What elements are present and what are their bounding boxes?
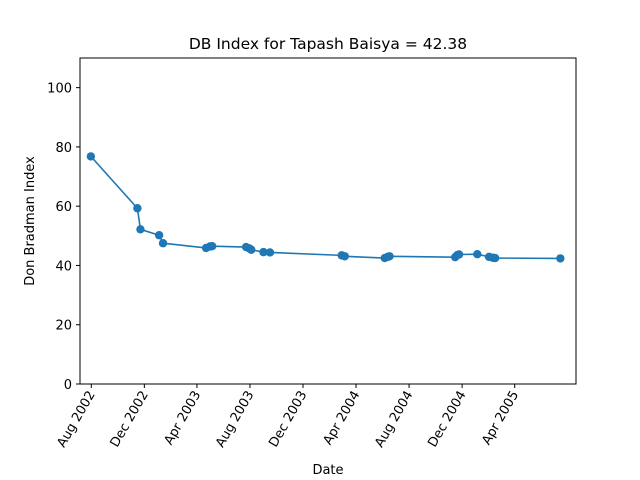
x-tick-label: Aug 2003 — [213, 389, 257, 451]
x-tick-label: Dec 2004 — [425, 389, 469, 451]
x-tick-label: Dec 2002 — [108, 389, 152, 451]
data-point — [247, 245, 256, 254]
data-point — [136, 225, 145, 234]
y-tick-label: 20 — [55, 319, 72, 334]
x-tick-label: Apr 2004 — [321, 389, 364, 448]
data-point — [340, 252, 349, 261]
plot-layer — [86, 152, 565, 263]
y-axis-title: Don Bradman Index — [23, 156, 38, 286]
data-point — [556, 254, 565, 263]
y-tick-label: 60 — [55, 200, 72, 215]
chart-title: DB Index for Tapash Baisya = 42.38 — [189, 35, 467, 53]
data-point — [259, 247, 268, 257]
data-point — [454, 250, 464, 259]
y-tick-label: 0 — [64, 378, 72, 393]
data-point — [385, 252, 394, 261]
data-point — [158, 239, 168, 248]
data-point — [490, 253, 500, 263]
y-tick-label: 100 — [47, 82, 72, 97]
x-tick-label: Apr 2003 — [162, 389, 205, 448]
y-tick-label: 80 — [55, 141, 72, 156]
plot-frame — [79, 57, 577, 385]
x-tick-label: Dec 2003 — [266, 389, 310, 451]
data-point — [207, 241, 217, 251]
x-tick-label: Aug 2004 — [372, 389, 416, 451]
data-point — [265, 248, 275, 257]
x-tick-label: Aug 2002 — [54, 389, 98, 451]
x-tick-label: Apr 2005 — [479, 389, 522, 448]
data-point — [86, 152, 96, 161]
data-point — [473, 249, 482, 259]
data-point — [133, 204, 142, 213]
data-point — [154, 231, 164, 240]
x-axis-title: Date — [312, 463, 343, 478]
y-tick-label: 40 — [55, 259, 72, 274]
